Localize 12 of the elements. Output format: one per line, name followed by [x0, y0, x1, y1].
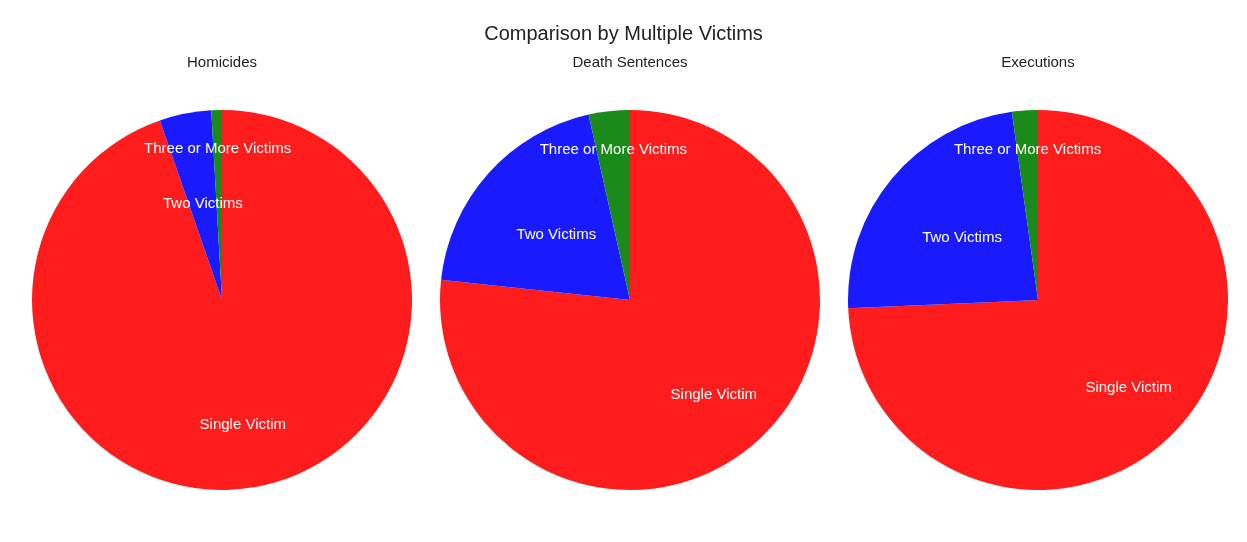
- text: Comparison by Multiple Victims: [484, 22, 763, 44]
- pie-slice: [440, 110, 820, 490]
- slice-label: Two Victims: [516, 225, 597, 243]
- slice-label: Single Victim: [1085, 377, 1172, 395]
- slice-label: Single Victim: [199, 414, 286, 432]
- slice-label: Single Victim: [670, 384, 758, 402]
- pie-slice: [848, 110, 1228, 490]
- chart-title: Executions: [1001, 53, 1075, 70]
- chart-title: Homicides: [186, 53, 258, 70]
- pie-slice: [32, 110, 412, 490]
- slice-label: Two Victims: [922, 228, 1002, 246]
- chart-title: Death Sentences: [572, 53, 688, 70]
